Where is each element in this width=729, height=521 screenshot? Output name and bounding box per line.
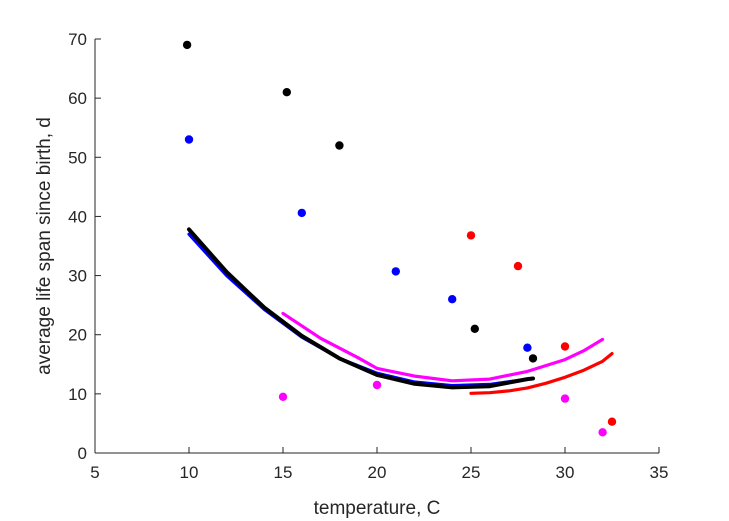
x-tick-label: 5 [90, 463, 99, 482]
data-points [182, 40, 617, 437]
fit-curve-series-1 [187, 232, 529, 388]
fit-curve-series-2 [469, 352, 614, 395]
x-tick-label: 15 [274, 463, 293, 482]
y-tick-label: 10 [68, 385, 87, 404]
x-tick-label: 30 [556, 463, 575, 482]
data-point-series-1 [448, 295, 457, 304]
y-tick-label: 40 [68, 207, 87, 226]
data-point-series-3 [560, 394, 570, 403]
data-point-series-0 [528, 354, 538, 363]
data-point-series-1 [391, 267, 400, 276]
data-point-series-0 [470, 324, 479, 333]
axes: 5 10 15 20 25 30 35 0 10 20 30 40 50 60 70 [68, 30, 668, 482]
data-point-series-0 [282, 88, 291, 97]
data-point-series-1 [184, 135, 194, 144]
x-tick-label: 20 [368, 463, 387, 482]
data-point-series-3 [598, 428, 607, 437]
y-tick-label: 0 [78, 444, 87, 463]
y-axis-label: average life span since birth, d [34, 117, 55, 375]
y-tick-label: 30 [68, 267, 87, 286]
y-tick-label: 70 [68, 30, 87, 49]
data-point-series-0 [335, 141, 344, 150]
data-point-series-2 [560, 342, 570, 351]
data-point-series-2 [466, 231, 476, 240]
y-tick-label: 50 [68, 148, 87, 167]
x-axis-label: temperature, C [314, 498, 441, 519]
x-tick-label: 35 [650, 463, 669, 482]
fit-curves [187, 227, 614, 395]
data-point-series-2 [513, 261, 523, 271]
fit-curve-series-3 [281, 311, 605, 383]
x-tick-label: 25 [462, 463, 481, 482]
fit-curve-series-0 [187, 227, 535, 390]
data-point-series-2 [607, 417, 617, 426]
data-point-series-1 [523, 343, 532, 352]
data-point-series-0 [182, 40, 192, 50]
data-point-series-1 [297, 208, 306, 218]
data-point-series-3 [372, 380, 382, 390]
y-tick-label: 60 [68, 89, 87, 108]
data-point-series-3 [278, 392, 288, 401]
y-tick-label: 20 [68, 326, 87, 345]
x-tick-label: 10 [180, 463, 199, 482]
